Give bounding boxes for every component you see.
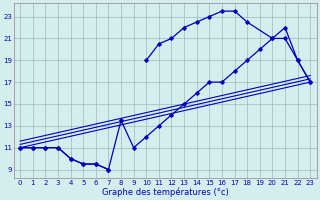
X-axis label: Graphe des températures (°c): Graphe des températures (°c): [102, 187, 228, 197]
